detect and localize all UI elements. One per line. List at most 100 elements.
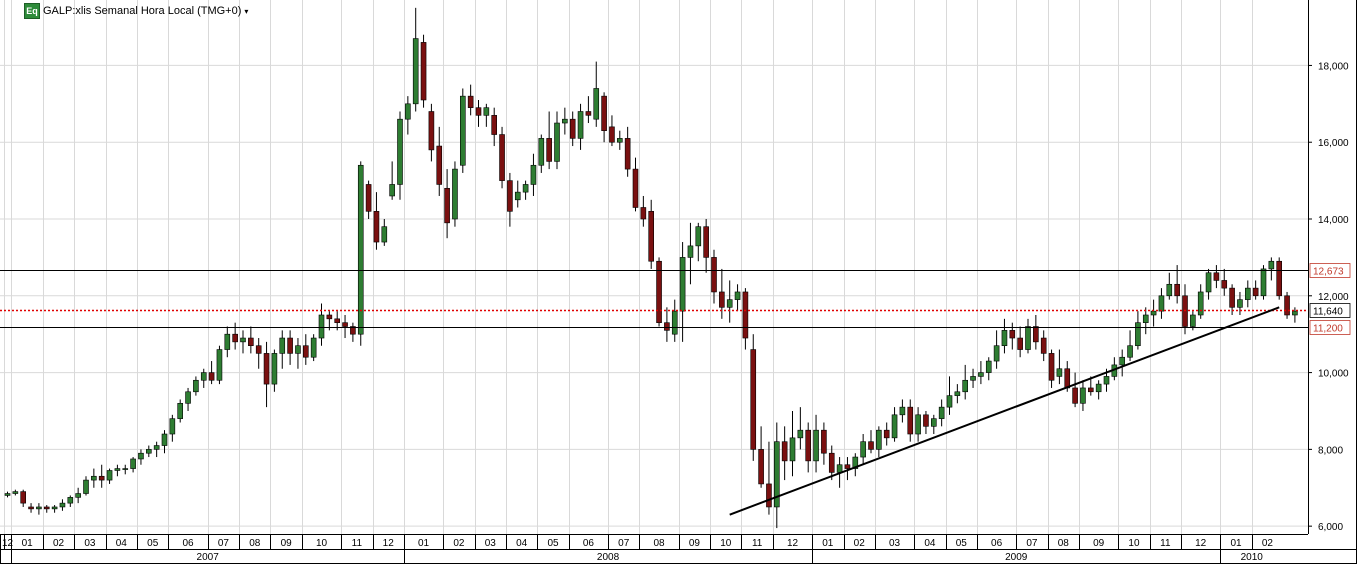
candle (1197, 284, 1204, 319)
candle (664, 307, 670, 342)
candle-body (1040, 337, 1047, 354)
candle (248, 326, 254, 354)
month-label: 08 (249, 538, 261, 549)
candle-body (1017, 337, 1023, 350)
month-label: 12 (383, 538, 395, 549)
candle-body (1292, 310, 1298, 316)
candle (758, 426, 764, 488)
candle (946, 376, 953, 415)
candle-body (12, 491, 19, 494)
candle-body (585, 111, 592, 116)
candle (938, 399, 945, 427)
candle (295, 338, 301, 369)
price-label: 12,673 (1313, 267, 1344, 278)
candle (444, 169, 450, 239)
candle-body (1197, 291, 1204, 316)
candle (98, 464, 105, 488)
candle-body (813, 429, 819, 462)
candle (554, 111, 560, 170)
candle (514, 180, 521, 208)
candle (193, 376, 199, 396)
y-tick-label: 10,000 (1318, 369, 1349, 380)
month-label: 02 (453, 538, 465, 549)
chart-title[interactable]: GALP:xlis Semanal Hora Local (TMG+0) (43, 5, 242, 17)
month-label: 10 (1128, 538, 1140, 549)
candle-body (28, 506, 34, 510)
candle (797, 407, 804, 450)
month-label: 10 (316, 538, 328, 549)
candle-body (1213, 272, 1220, 281)
candle (915, 407, 921, 442)
candle-body (946, 395, 953, 408)
candle-body (993, 345, 1000, 362)
candle-body (1119, 356, 1125, 366)
candle (302, 334, 309, 365)
candle (28, 503, 34, 513)
candle-body (711, 257, 717, 293)
candle-body (200, 372, 207, 381)
candle (522, 180, 529, 200)
candle (1072, 372, 1078, 408)
candle-body (98, 475, 105, 481)
candle-body (208, 372, 215, 381)
month-label: 12 (1195, 538, 1207, 549)
candle-body (789, 437, 796, 462)
candle (185, 387, 191, 411)
candle-body (114, 468, 121, 471)
candle (1268, 257, 1275, 281)
candle-body (507, 180, 513, 212)
candle-body (609, 126, 615, 143)
candle (452, 161, 458, 227)
candle-body (514, 191, 521, 201)
month-label: 01 (822, 538, 834, 549)
candle (381, 219, 388, 246)
candle-body (1088, 387, 1094, 393)
candle (169, 414, 176, 442)
candle-body (397, 118, 403, 185)
candle (91, 468, 97, 488)
candle-body (734, 291, 741, 300)
candle (593, 61, 600, 127)
candle-body (1252, 287, 1259, 297)
candle-body (43, 506, 50, 510)
candle (1080, 380, 1086, 411)
candle-body (569, 118, 576, 139)
candle (711, 249, 717, 304)
chart-title-bar[interactable]: Eq GALP:xlis Semanal Hora Local (TMG+0) … (24, 3, 248, 19)
candle (978, 361, 984, 385)
candle (970, 368, 976, 388)
candle (546, 111, 552, 170)
candle (624, 126, 631, 177)
candle (138, 449, 144, 465)
candle (208, 361, 215, 385)
candle-body (302, 345, 309, 358)
candle (930, 414, 937, 435)
candle-body (970, 376, 976, 381)
candle-body (538, 138, 545, 166)
candle-body (1276, 260, 1282, 297)
candle-body (67, 497, 74, 504)
candle (773, 422, 780, 529)
candle (852, 453, 859, 477)
candle-body (240, 337, 246, 343)
candle (389, 161, 395, 200)
chevron-down-icon[interactable]: ▾ (244, 6, 249, 16)
candle-body (373, 211, 380, 243)
candle-body (805, 429, 812, 462)
candle-body (467, 95, 474, 108)
candle (679, 242, 686, 342)
candle (51, 505, 58, 513)
candle (1237, 291, 1243, 315)
candle (200, 368, 207, 388)
candle-body (295, 345, 301, 354)
candle (585, 96, 592, 124)
candle-body (624, 138, 631, 170)
candle (695, 222, 702, 262)
candle (687, 222, 694, 285)
candle-body (891, 414, 898, 439)
candle (1095, 380, 1102, 400)
price-label-box (1309, 320, 1351, 335)
candle (1033, 314, 1039, 350)
candle-body (263, 353, 270, 385)
